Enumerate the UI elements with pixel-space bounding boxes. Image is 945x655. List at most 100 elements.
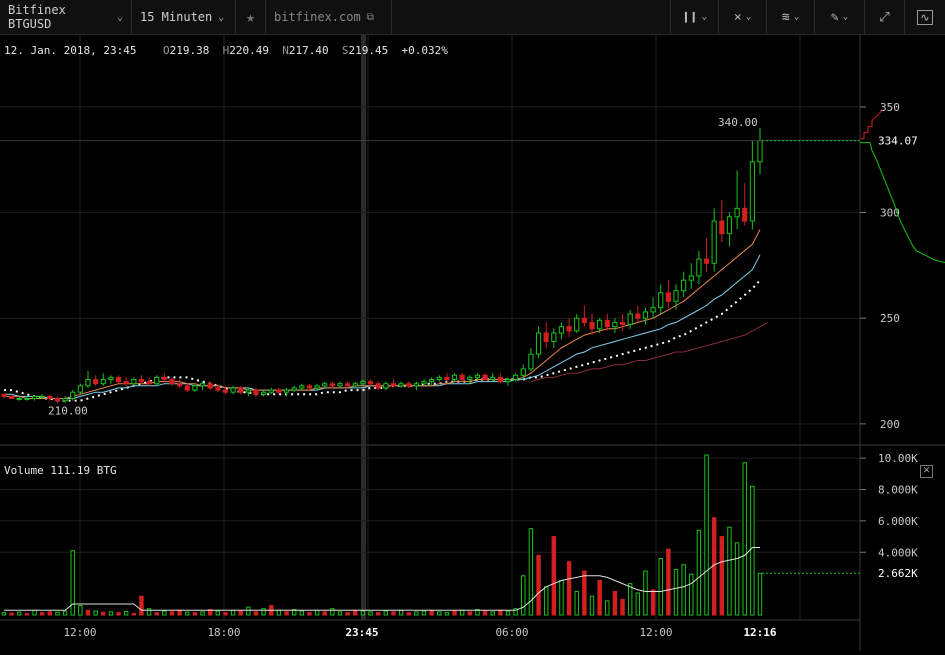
candle-body <box>184 385 190 391</box>
candle-body <box>734 207 740 218</box>
volume-bar <box>505 610 511 616</box>
volume-bar <box>467 611 473 616</box>
change-value: +0.032% <box>401 44 448 57</box>
candle-body <box>581 317 587 323</box>
volume-bar <box>360 610 366 616</box>
candle-body <box>535 332 542 355</box>
candle-body <box>268 389 274 393</box>
candle-body <box>474 374 481 378</box>
volume-bar <box>93 610 98 616</box>
volume-tick-label: 8.000K <box>878 484 918 497</box>
volume-label: Volume <box>4 464 44 477</box>
drawing-button[interactable]: ✎ ⌄ <box>814 0 864 34</box>
volume-bar <box>62 610 68 616</box>
candle-body <box>261 391 267 395</box>
volume-bar <box>437 611 442 616</box>
candle-body <box>673 290 679 302</box>
interval-selector[interactable]: 15 Minuten ⌄ <box>132 0 236 34</box>
fullscreen-button[interactable]: ⤢ <box>864 0 904 34</box>
candle-body <box>558 326 565 334</box>
candle-body <box>169 378 175 385</box>
candle-body <box>238 387 244 393</box>
volume-bar <box>605 600 610 616</box>
open-value: 219.38 <box>169 44 210 57</box>
volume-bar <box>185 611 190 616</box>
indicators-icon: ⨯ <box>733 9 742 25</box>
candle-body <box>85 378 91 387</box>
candle-body <box>436 376 442 380</box>
volume-bar <box>253 611 259 616</box>
time-tick-label: 06:00 <box>495 626 528 639</box>
candle-body <box>345 383 351 387</box>
current-volume-label: 2.662K <box>878 567 918 580</box>
volume-bar <box>131 612 137 616</box>
candle-body <box>574 317 580 332</box>
candle-body <box>1 393 7 397</box>
high-value: 220.49 <box>229 44 269 57</box>
volume-bar <box>101 611 106 616</box>
candle-body <box>146 381 152 385</box>
snapshot-button[interactable]: ∿ <box>904 0 945 34</box>
fullscreen-icon: ⤢ <box>879 9 890 25</box>
candle-body <box>742 207 748 222</box>
chevron-down-icon: ⌄ <box>842 12 849 22</box>
candle-body <box>604 319 610 328</box>
chevron-down-icon: ⌄ <box>745 12 752 22</box>
volume-bar <box>108 611 114 616</box>
current-price-label: 334.07 <box>878 135 918 148</box>
volume-bar <box>704 454 709 616</box>
volume-bar <box>39 612 45 616</box>
legend-datetime: 12. Jan. 2018, 23:45 <box>4 44 137 57</box>
site-link[interactable]: bitfinex.com ⧉ <box>266 0 392 34</box>
candle-body <box>551 332 557 342</box>
volume-bar <box>482 610 488 616</box>
volume-bar <box>566 561 572 616</box>
candle-body <box>192 385 198 391</box>
volume-bar <box>750 485 755 616</box>
snapshot-icon: ∿ <box>917 9 933 25</box>
volume-bar <box>658 558 663 616</box>
volume-bar <box>177 609 182 616</box>
volume-bar <box>299 610 305 616</box>
open-key: O <box>162 44 170 57</box>
volume-tick-label: 4.000K <box>878 546 918 559</box>
chart-area[interactable]: 350 300 250 200 10.00K 8.000K 6.000K 4.000K 12:0… <box>0 35 945 655</box>
volume-bar <box>421 610 427 616</box>
candle-body <box>413 383 419 387</box>
ask-depth-line <box>860 110 883 140</box>
favorite-button[interactable]: ★ <box>236 0 266 34</box>
volume-bar <box>627 583 633 616</box>
close-icon[interactable]: ✕ <box>920 465 933 478</box>
candle-body <box>93 378 99 385</box>
indicators-button[interactable]: ⨯ ⌄ <box>718 0 766 34</box>
top-toolbar: Bitfinex BTGUSD ⌄ 15 Minuten ⌄ ★ bitfine… <box>0 0 945 35</box>
bar-style-button[interactable]: ❙❙ ⌄ <box>670 0 718 34</box>
candle-body <box>459 374 465 380</box>
volume-bar <box>719 536 725 616</box>
candle-body <box>528 353 534 370</box>
volume-bar <box>543 586 549 616</box>
volume-bar <box>78 605 83 616</box>
symbol-selector[interactable]: Bitfinex BTGUSD ⌄ <box>0 0 132 34</box>
candle-body <box>383 383 389 389</box>
compare-button[interactable]: ≋ ⌄ <box>766 0 814 34</box>
volume-bar <box>536 554 541 616</box>
candle-body <box>253 389 259 395</box>
candle-body <box>299 385 305 389</box>
volume-bar <box>406 612 411 616</box>
candle-body <box>589 321 595 330</box>
volume-bar <box>330 608 335 616</box>
candle-body <box>726 216 733 235</box>
candle-body <box>329 383 335 387</box>
candle-body <box>161 376 167 380</box>
candle-body <box>207 383 213 389</box>
volume-bar <box>139 595 144 616</box>
candle-body <box>24 398 30 401</box>
volume-bar <box>666 548 671 616</box>
candle-body <box>635 313 641 319</box>
session-separator <box>361 35 366 620</box>
volume-bar <box>154 612 159 616</box>
candle-body <box>619 321 626 326</box>
low-value: 217.40 <box>288 44 329 57</box>
high-key: H <box>222 44 230 57</box>
